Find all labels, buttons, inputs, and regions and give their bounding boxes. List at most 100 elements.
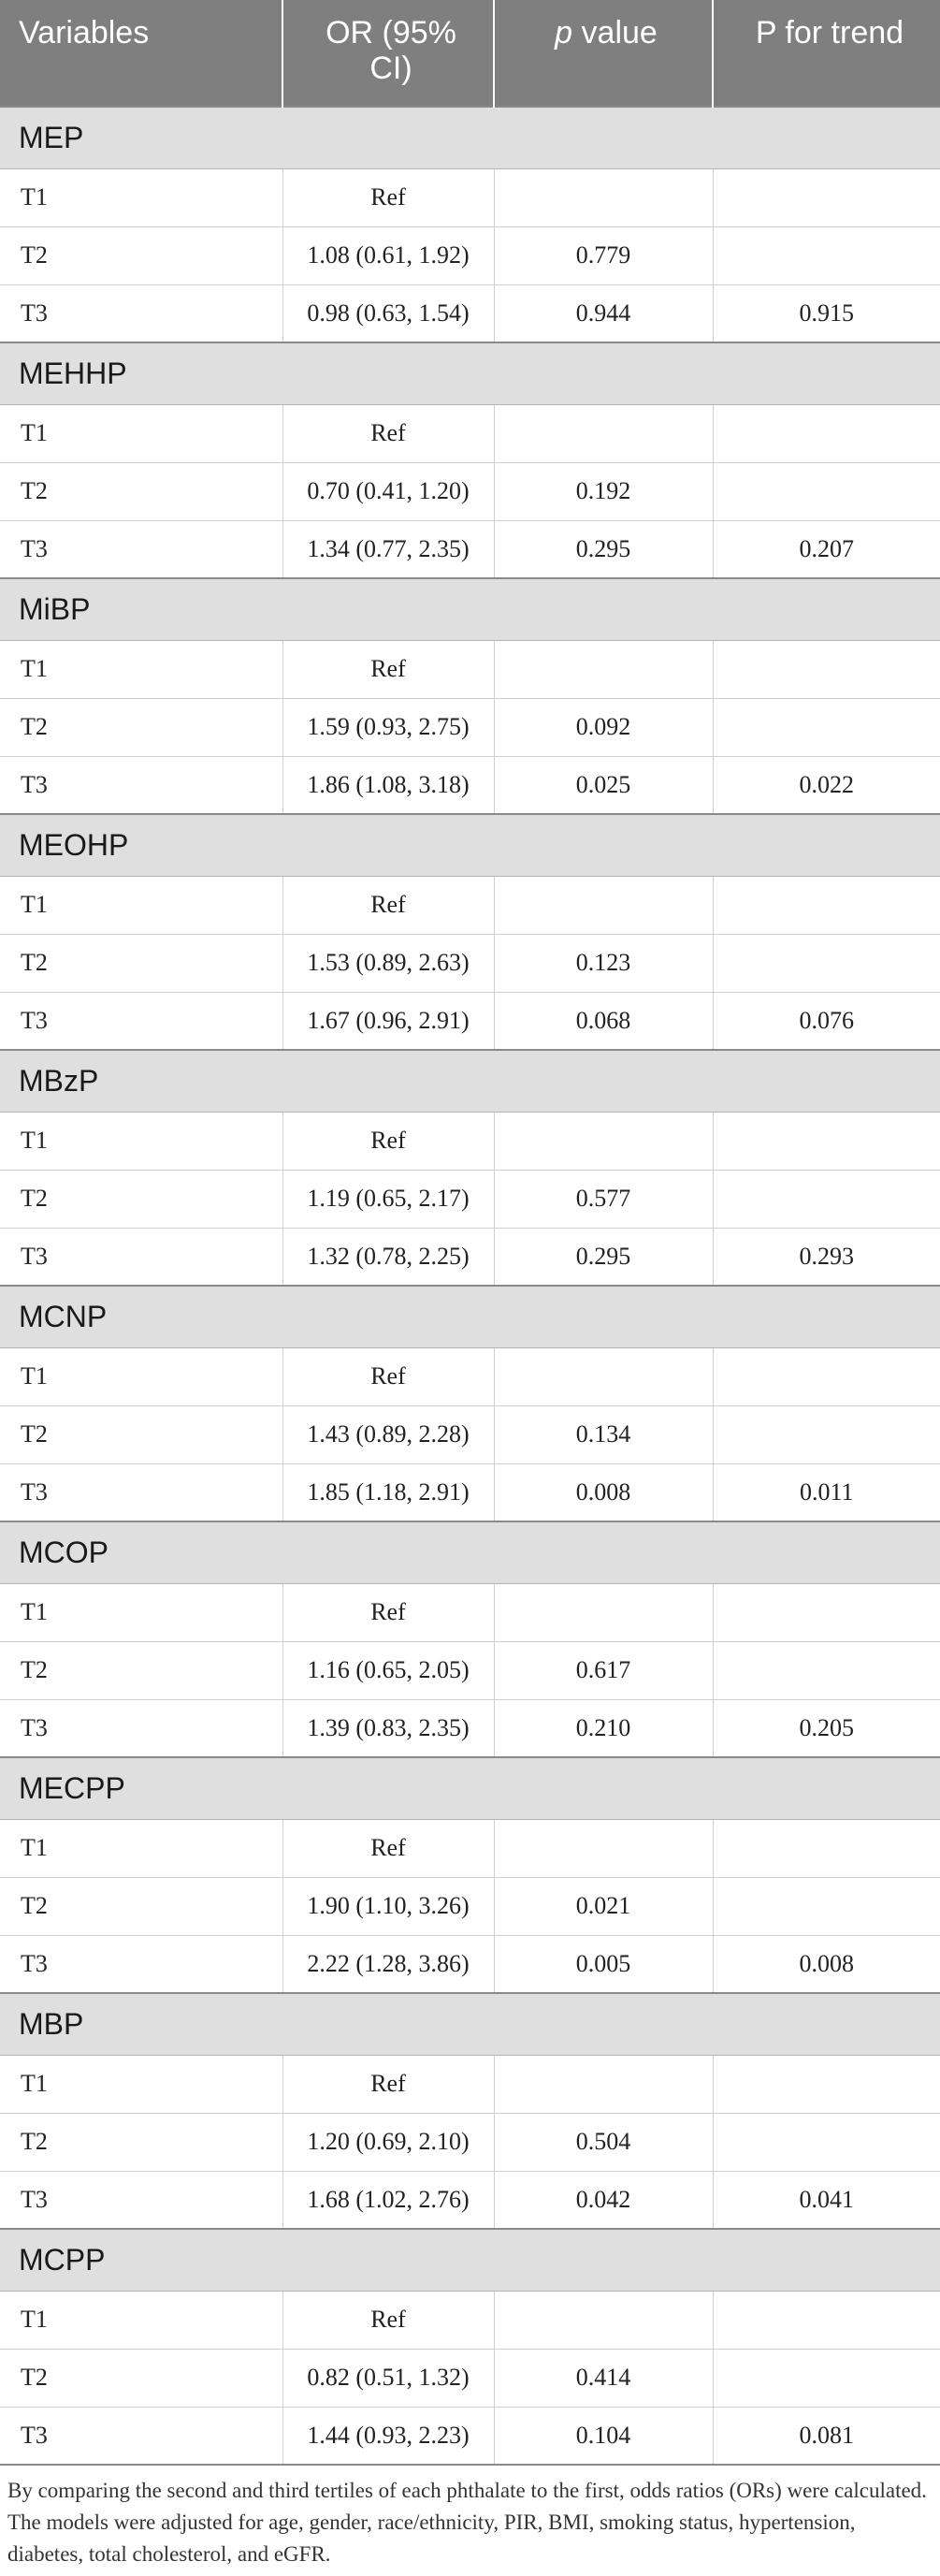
cell-or-ci: 1.20 (0.69, 2.10): [282, 2113, 495, 2172]
cell-or-ci: 1.85 (1.18, 2.91): [282, 1463, 495, 1522]
cell-p-value: 0.134: [494, 1405, 714, 1464]
cell-p-trend: [713, 226, 940, 285]
cell-p-trend: [713, 698, 940, 757]
cell-tertile: T1: [0, 1347, 283, 1406]
cell-tertile: T3: [0, 1228, 283, 1287]
cell-p-trend: [713, 1347, 940, 1406]
cell-p-value: 0.504: [494, 2113, 714, 2172]
cell-p-trend: 0.293: [713, 1228, 940, 1287]
cell-p-value: 0.414: [494, 2349, 714, 2408]
cell-p-value: 0.192: [494, 462, 714, 521]
table-row: T3 1.44 (0.93, 2.23) 0.104 0.081: [0, 2407, 940, 2466]
cell-tertile: T1: [0, 404, 283, 463]
table-row: T2 1.90 (1.10, 3.26) 0.021: [0, 1877, 940, 1936]
group-row: MEHHP: [0, 342, 940, 405]
cell-tertile: T3: [0, 756, 283, 815]
header-p-rest: value: [572, 15, 658, 51]
cell-tertile: T3: [0, 2171, 283, 2230]
group-label: MECPP: [0, 1756, 940, 1820]
cell-or-ci: 1.08 (0.61, 1.92): [282, 226, 495, 285]
cell-p-trend: [713, 2349, 940, 2408]
table-row: T3 1.68 (1.02, 2.76) 0.042 0.041: [0, 2171, 940, 2230]
cell-p-trend: [713, 404, 940, 463]
cell-p-value: 0.092: [494, 698, 714, 757]
table-row: T1 Ref: [0, 1819, 940, 1878]
group-label: MBzP: [0, 1049, 940, 1113]
group-row: MCPP: [0, 2228, 940, 2292]
cell-or-ci: 2.22 (1.28, 3.86): [282, 1935, 495, 1994]
table-footnote: By comparing the second and third tertil…: [7, 2479, 927, 2566]
cell-or-ci: Ref: [282, 168, 495, 227]
cell-or-ci: 1.44 (0.93, 2.23): [282, 2407, 495, 2466]
group-row: MECPP: [0, 1756, 940, 1820]
cell-tertile: T1: [0, 2291, 283, 2350]
cell-or-ci: Ref: [282, 640, 495, 699]
cell-or-ci: Ref: [282, 2055, 495, 2114]
cell-tertile: T3: [0, 1699, 283, 1758]
table-row: T3 1.86 (1.08, 3.18) 0.025 0.022: [0, 756, 940, 815]
cell-p-value: [494, 2055, 714, 2114]
group-label: MCOP: [0, 1521, 940, 1584]
cell-or-ci: 1.90 (1.10, 3.26): [282, 1877, 495, 1936]
cell-tertile: T2: [0, 1877, 283, 1936]
group-row: MEOHP: [0, 813, 940, 877]
cell-or-ci: 1.59 (0.93, 2.75): [282, 698, 495, 757]
group-label: MEHHP: [0, 342, 940, 405]
table-row: T1 Ref: [0, 640, 940, 699]
cell-or-ci: Ref: [282, 1819, 495, 1878]
cell-p-trend: 0.041: [713, 2171, 940, 2230]
cell-p-value: [494, 2291, 714, 2350]
table-row: T1 Ref: [0, 1112, 940, 1171]
cell-or-ci: 1.86 (1.08, 3.18): [282, 756, 495, 815]
cell-or-ci: 1.34 (0.77, 2.35): [282, 520, 495, 579]
cell-tertile: T3: [0, 1463, 283, 1522]
table-row: T2 1.59 (0.93, 2.75) 0.092: [0, 698, 940, 757]
table-header-row: Variables OR (95% CI) p value P for tren…: [0, 0, 940, 107]
table-row: T3 1.34 (0.77, 2.35) 0.295 0.207: [0, 520, 940, 579]
cell-tertile: T3: [0, 1935, 283, 1994]
cell-p-trend: [713, 934, 940, 993]
group-row: MCNP: [0, 1285, 940, 1348]
cell-p-trend: [713, 2055, 940, 2114]
header-or-ci: OR (95% CI): [282, 0, 495, 107]
cell-tertile: T2: [0, 226, 283, 285]
cell-p-value: [494, 1347, 714, 1406]
cell-p-value: [494, 1583, 714, 1642]
cell-p-value: 0.123: [494, 934, 714, 993]
cell-tertile: T2: [0, 1170, 283, 1229]
cell-or-ci: 1.68 (1.02, 2.76): [282, 2171, 495, 2230]
table-row: T2 1.20 (0.69, 2.10) 0.504: [0, 2113, 940, 2172]
cell-or-ci: 1.39 (0.83, 2.35): [282, 1699, 495, 1758]
cell-or-ci: 1.53 (0.89, 2.63): [282, 934, 495, 993]
header-p-value: p value: [494, 0, 714, 107]
cell-p-trend: 0.915: [713, 284, 940, 343]
cell-p-value: 0.021: [494, 1877, 714, 1936]
table-row: T2 0.70 (0.41, 1.20) 0.192: [0, 462, 940, 521]
header-p-italic: p: [555, 15, 573, 51]
cell-tertile: T2: [0, 934, 283, 993]
cell-p-value: 0.008: [494, 1463, 714, 1522]
cell-tertile: T3: [0, 992, 283, 1051]
cell-p-trend: 0.011: [713, 1463, 940, 1522]
cell-p-value: 0.577: [494, 1170, 714, 1229]
table-row: T1 Ref: [0, 2291, 940, 2350]
cell-p-value: 0.210: [494, 1699, 714, 1758]
table-row: T1 Ref: [0, 168, 940, 227]
cell-p-trend: 0.207: [713, 520, 940, 579]
cell-or-ci: Ref: [282, 404, 495, 463]
cell-p-value: [494, 404, 714, 463]
group-row: MCOP: [0, 1521, 940, 1584]
table-row: T3 2.22 (1.28, 3.86) 0.005 0.008: [0, 1935, 940, 1994]
cell-p-trend: [713, 640, 940, 699]
cell-tertile: T3: [0, 2407, 283, 2466]
cell-tertile: T1: [0, 1583, 283, 1642]
cell-p-value: 0.295: [494, 1228, 714, 1287]
cell-tertile: T2: [0, 2113, 283, 2172]
cell-tertile: T2: [0, 2349, 283, 2408]
cell-p-value: 0.295: [494, 520, 714, 579]
cell-tertile: T1: [0, 640, 283, 699]
cell-tertile: T2: [0, 698, 283, 757]
cell-tertile: T2: [0, 1641, 283, 1700]
cell-or-ci: 0.70 (0.41, 1.20): [282, 462, 495, 521]
cell-p-trend: 0.076: [713, 992, 940, 1051]
